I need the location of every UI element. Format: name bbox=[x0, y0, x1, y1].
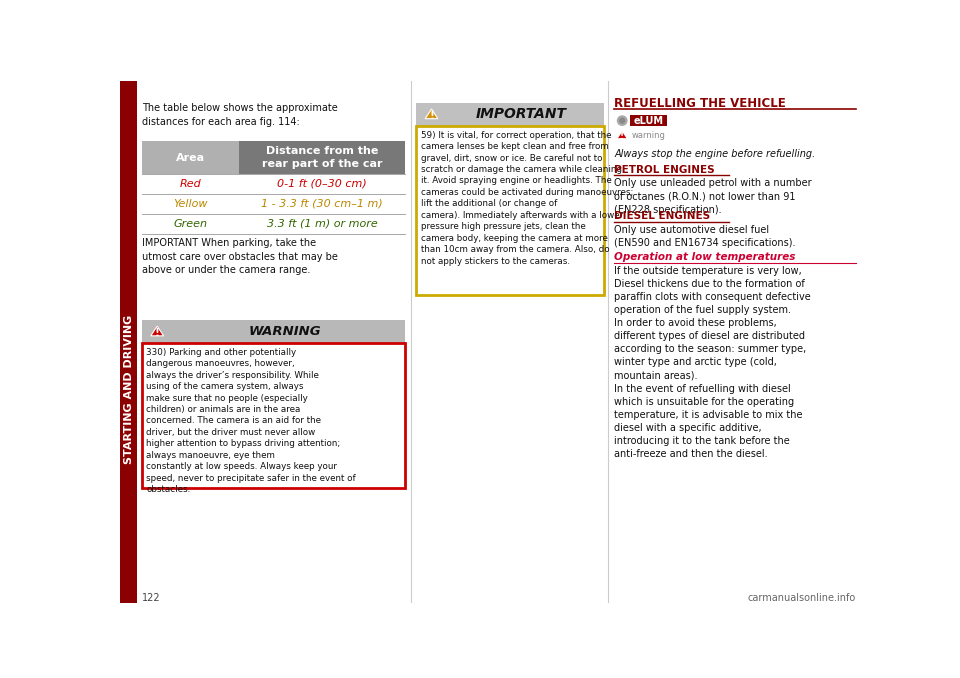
Bar bbox=[416, 126, 604, 296]
Bar bbox=[142, 142, 239, 174]
Text: PETROL ENGINES: PETROL ENGINES bbox=[614, 165, 715, 174]
Bar bbox=[142, 320, 405, 343]
Text: !: ! bbox=[620, 132, 624, 141]
Text: The table below shows the approximate
distances for each area fig. 114:: The table below shows the approximate di… bbox=[142, 103, 338, 127]
Text: IMPORTANT: IMPORTANT bbox=[476, 108, 567, 121]
Bar bbox=[630, 115, 667, 126]
Text: 330) Parking and other potentially
dangerous manoeuvres, however,
always the dri: 330) Parking and other potentially dange… bbox=[146, 348, 356, 494]
Text: STARTING AND DRIVING: STARTING AND DRIVING bbox=[124, 315, 133, 464]
Text: Only use automotive diesel fuel
(EN590 and EN16734 specifications).: Only use automotive diesel fuel (EN590 a… bbox=[614, 224, 796, 247]
Text: 1 - 3.3 ft (30 cm–1 m): 1 - 3.3 ft (30 cm–1 m) bbox=[261, 199, 383, 209]
Polygon shape bbox=[425, 109, 438, 119]
Text: 122: 122 bbox=[142, 593, 160, 603]
Text: Operation at low temperatures: Operation at low temperatures bbox=[614, 252, 796, 262]
Text: eLUM: eLUM bbox=[634, 116, 663, 125]
Text: Area: Area bbox=[176, 153, 204, 163]
Text: WARNING: WARNING bbox=[249, 325, 322, 338]
Text: DIESEL ENGINES: DIESEL ENGINES bbox=[614, 211, 710, 221]
Text: Always stop the engine before refuelling.: Always stop the engine before refuelling… bbox=[614, 149, 816, 159]
Text: Distance from the
rear part of the car: Distance from the rear part of the car bbox=[262, 146, 382, 169]
Text: Only use unleaded petrol with a number
of octanes (R.O.N.) not lower than 91
(EN: Only use unleaded petrol with a number o… bbox=[614, 178, 812, 215]
Circle shape bbox=[616, 115, 628, 126]
Bar bbox=[142, 343, 405, 488]
Polygon shape bbox=[617, 131, 628, 139]
Text: Yellow: Yellow bbox=[173, 199, 207, 209]
Text: carmanualsonline.info: carmanualsonline.info bbox=[748, 593, 856, 603]
Polygon shape bbox=[151, 326, 163, 336]
Bar bbox=[120, 81, 137, 603]
Text: IMPORTANT When parking, take the
utmost care over obstacles that may be
above or: IMPORTANT When parking, take the utmost … bbox=[142, 239, 338, 275]
Text: Green: Green bbox=[173, 219, 207, 228]
Text: REFUELLING THE VEHICLE: REFUELLING THE VEHICLE bbox=[614, 97, 786, 110]
Bar bbox=[239, 142, 405, 174]
Text: If the outside temperature is very low,
Diesel thickens due to the formation of
: If the outside temperature is very low, … bbox=[614, 266, 811, 459]
Text: !: ! bbox=[429, 111, 434, 121]
Text: 59) It is vital, for correct operation, that the
camera lenses be kept clean and: 59) It is vital, for correct operation, … bbox=[420, 131, 633, 266]
Circle shape bbox=[619, 117, 625, 123]
Bar bbox=[416, 103, 604, 126]
Text: !: ! bbox=[155, 328, 159, 338]
Text: warning: warning bbox=[632, 131, 665, 140]
Text: 3.3 ft (1 m) or more: 3.3 ft (1 m) or more bbox=[267, 219, 377, 228]
Text: Red: Red bbox=[180, 179, 201, 188]
Text: 0-1 ft (0–30 cm): 0-1 ft (0–30 cm) bbox=[277, 179, 367, 188]
